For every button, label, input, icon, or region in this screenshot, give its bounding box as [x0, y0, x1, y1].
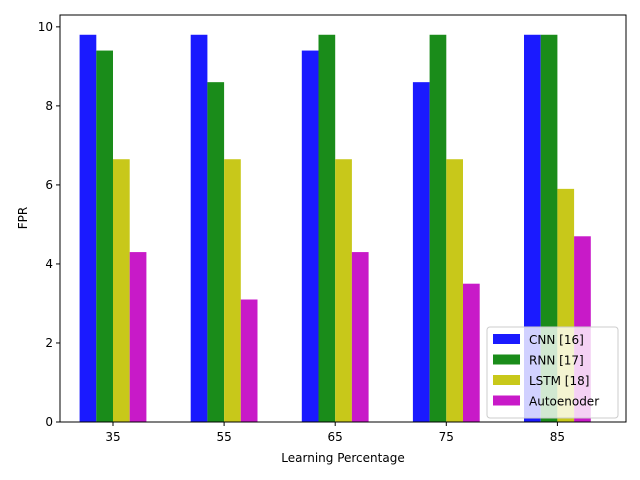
- bar-0-0: [79, 34, 97, 422]
- bar-0-4: [524, 34, 541, 422]
- legend-swatch: [493, 395, 520, 406]
- legend-box: [486, 326, 619, 419]
- bar-2-2: [335, 159, 352, 423]
- bar-0-3: [412, 82, 430, 423]
- legend-label: CNN [16]: [529, 333, 584, 347]
- bar-1-2: [318, 34, 336, 422]
- x-axis: 35 55 65 75 85: [105, 422, 565, 444]
- bar-2-1: [224, 159, 241, 423]
- y-tick-label: 4: [45, 257, 53, 271]
- bar-1-0: [96, 50, 113, 423]
- x-tick-label: 65: [328, 430, 343, 444]
- legend-swatch: [493, 334, 520, 344]
- bar-3-2: [351, 252, 369, 422]
- bar-3-3: [463, 283, 480, 422]
- bar-0-2: [301, 50, 319, 423]
- x-axis-label: Learning Percentage: [281, 451, 404, 465]
- y-tick-label: 6: [45, 178, 53, 192]
- bar-1-3: [429, 34, 447, 422]
- legend-label: LSTM [18]: [529, 374, 589, 388]
- plot-frame: [59, 14, 627, 423]
- legend-swatch: [493, 354, 520, 365]
- bar-3-1: [240, 299, 258, 422]
- x-tick-label: 75: [439, 430, 454, 444]
- bar-3-0: [129, 252, 147, 422]
- bar-1-1: [207, 82, 225, 423]
- x-tick-label: 85: [550, 430, 565, 444]
- bar-2-0: [113, 159, 130, 423]
- bar-0-1: [190, 34, 208, 422]
- y-axis: 0 2 4 6 8 10: [38, 20, 60, 429]
- bar-1-4: [540, 34, 558, 422]
- legend-label: RNN [17]: [529, 354, 584, 368]
- x-tick-label: 55: [216, 430, 231, 444]
- y-axis-label: FPR: [16, 207, 30, 229]
- y-tick-label: 0: [45, 415, 53, 429]
- legend-swatch: [493, 375, 520, 385]
- y-tick-label: 2: [45, 336, 53, 350]
- y-tick-label: 8: [45, 99, 53, 113]
- legend: CNN [16] RNN [17] LSTM [18] Autoenoder: [486, 326, 619, 419]
- x-tick-label: 35: [105, 430, 120, 444]
- y-tick-label: 10: [38, 20, 53, 34]
- bar-2-3: [446, 159, 463, 423]
- legend-label: Autoenoder: [529, 395, 599, 409]
